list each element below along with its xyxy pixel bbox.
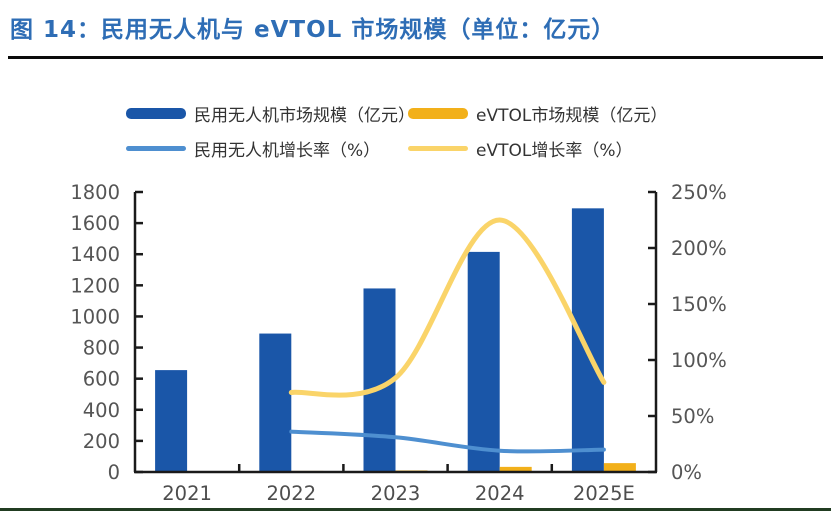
legend-label: eVTOL市场规模（亿元） (476, 105, 668, 126)
legend-item-evtol-market: eVTOL市场规模（亿元） (408, 102, 668, 126)
y-axis-right-label: 0% (671, 461, 702, 484)
legend-label: eVTOL增长率（%） (476, 140, 633, 161)
x-axis-label-2021: 2021 (162, 482, 212, 505)
bar-drone-2025E (571, 208, 604, 473)
bar-drone-2024 (467, 251, 500, 472)
y-axis-left-label: 1400 (70, 243, 120, 266)
y-axis-left-label: 1000 (70, 305, 120, 328)
x-axis-label-2023: 2023 (371, 482, 421, 505)
drone-growth-swatch-icon (126, 145, 186, 151)
legend-item-drone-market: 民用无人机市场规模（亿元） (126, 102, 415, 126)
y-axis-left-label: 800 (83, 337, 120, 360)
legend-item-drone-growth: 民用无人机增长率（%） (126, 137, 381, 161)
y-axis-right-label: 200% (671, 237, 727, 260)
legend-label: 民用无人机市场规模（亿元） (194, 105, 415, 126)
bar-drone-2022 (259, 333, 292, 472)
line-drone-growth (289, 429, 606, 454)
x-axis-label-2022: 2022 (266, 482, 316, 505)
y-axis-left-label: 400 (83, 399, 120, 422)
title-underline (8, 56, 823, 59)
panel-bottom-border (0, 508, 831, 511)
legend-label: 民用无人机增长率（%） (194, 140, 381, 161)
x-axis-label-2024: 2024 (475, 482, 525, 505)
y-axis-right-label: 50% (671, 405, 714, 428)
evtol-growth-swatch-icon (408, 145, 468, 151)
chart-legend: 民用无人机市场规模（亿元） eVTOL市场规模（亿元） 民用无人机增长率（%） … (0, 96, 831, 162)
bar-evtol-2025E (603, 463, 636, 472)
bar-drone-2021 (155, 370, 188, 472)
y-axis-right-label: 100% (671, 349, 727, 372)
legend-item-evtol-growth: eVTOL增长率（%） (408, 137, 633, 161)
y-axis-left-label: 1800 (70, 181, 120, 204)
y-axis-right-label: 250% (671, 181, 727, 204)
bar-evtol-2024 (499, 466, 532, 472)
x-axis-label-2025E: 2025E (573, 482, 635, 505)
y-axis-left-label: 600 (83, 368, 120, 391)
y-axis-right-label: 150% (671, 293, 727, 316)
drone-market-swatch-icon (126, 107, 186, 119)
figure-title: 图 14：民用无人机与 eVTOL 市场规模（单位：亿元） (10, 17, 616, 43)
evtol-market-swatch-icon (408, 107, 468, 119)
y-axis-left-label: 0 (108, 461, 120, 484)
y-axis-left-label: 1200 (70, 274, 120, 297)
y-axis-left-label: 1600 (70, 212, 120, 235)
y-axis-left-label: 200 (83, 430, 120, 453)
line-evtol-growth (288, 217, 607, 398)
